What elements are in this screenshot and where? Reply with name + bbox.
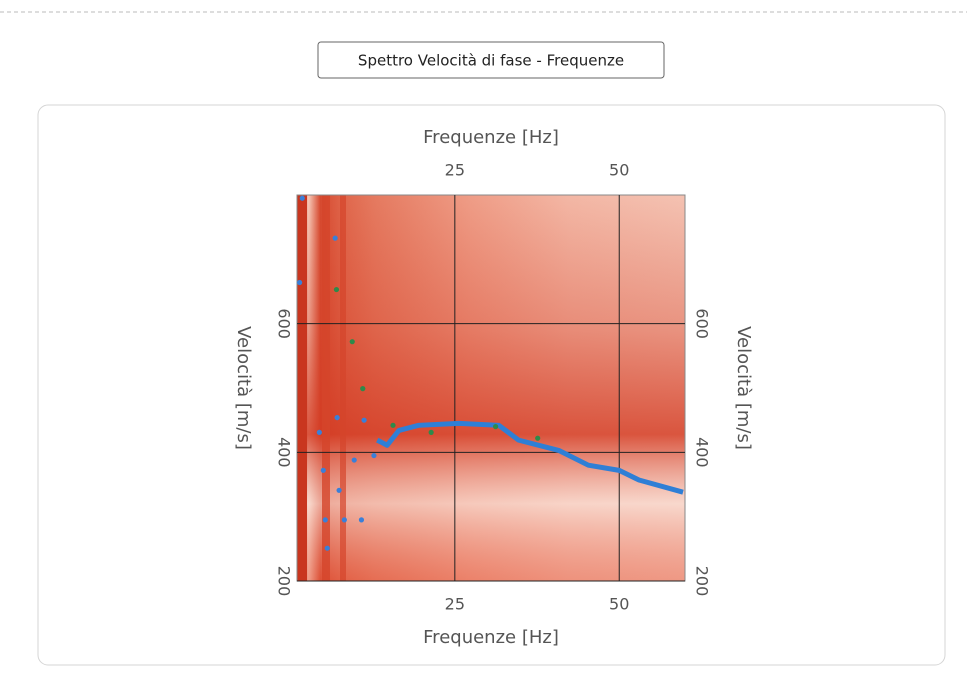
x2-tick-label: 25 — [445, 161, 465, 180]
pick-point — [358, 517, 365, 523]
pick-point — [336, 487, 342, 493]
plot-area — [296, 194, 686, 582]
pick-point — [332, 235, 338, 241]
pick-point — [320, 467, 326, 473]
chart-title: Spettro Velocità di fase - Frequenze — [358, 52, 624, 70]
heatmap-stripe — [340, 195, 346, 581]
pick-point — [299, 195, 305, 201]
x-tick-label: 50 — [609, 595, 629, 614]
pick-point — [535, 435, 541, 441]
pick-point — [322, 517, 328, 523]
y2-axis-title: Velocità [m/s] — [733, 326, 754, 450]
pick-point — [324, 545, 330, 551]
y-tick-label: 600 — [275, 308, 294, 339]
pick-point — [341, 517, 347, 523]
pick-point — [297, 279, 303, 286]
pick-point — [316, 429, 322, 435]
x-axis-title: Frequenze [Hz] — [423, 627, 559, 648]
pick-point — [360, 386, 366, 392]
pick-point — [334, 414, 340, 421]
pick-point — [493, 424, 499, 430]
pick-point — [390, 422, 396, 428]
y-axis-title: Velocità [m/s] — [233, 326, 254, 450]
pick-point — [349, 339, 355, 345]
pick-point — [351, 457, 357, 463]
pick-point — [333, 286, 340, 293]
y2-tick-label: 600 — [693, 308, 712, 339]
dispersion-curve — [376, 420, 684, 495]
x2-axis-title: Frequenze [Hz] — [423, 127, 559, 148]
title-box — [317, 41, 665, 79]
heatmap-band — [297, 195, 685, 581]
x-tick-label: 25 — [445, 595, 465, 614]
x2-tick-label: 50 — [609, 161, 629, 180]
y2-tick-label: 200 — [693, 566, 712, 597]
pick-point — [361, 417, 367, 423]
pick-point — [371, 452, 377, 459]
heatmap-stripe — [297, 195, 307, 581]
y-tick-label: 200 — [275, 566, 294, 597]
y2-tick-label: 400 — [693, 437, 712, 468]
heatmap-stripe — [322, 195, 330, 581]
y-tick-label: 400 — [275, 437, 294, 468]
pick-point — [428, 429, 434, 435]
